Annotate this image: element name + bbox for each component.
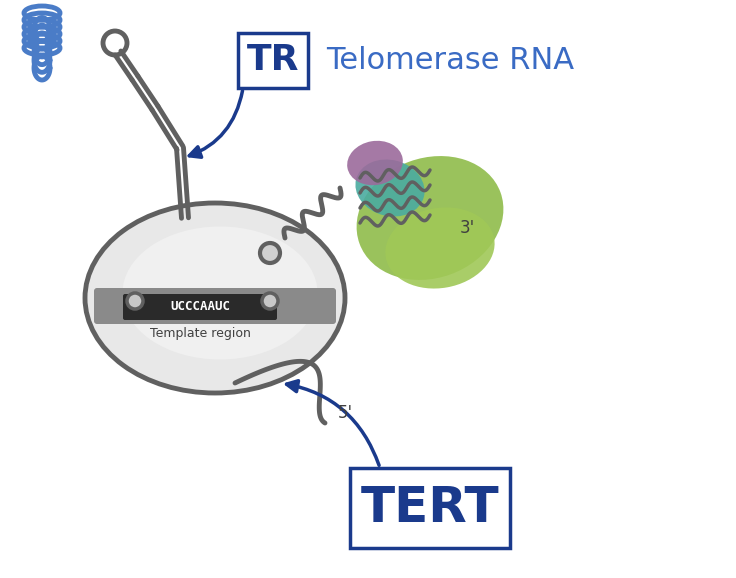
Ellipse shape [85,203,345,393]
Text: 3': 3' [460,219,475,237]
FancyBboxPatch shape [123,294,277,320]
Text: TR: TR [247,43,300,77]
Text: Telomerase RNA: Telomerase RNA [326,46,574,75]
FancyBboxPatch shape [94,288,336,324]
Text: 5': 5' [338,404,353,422]
Ellipse shape [386,208,495,288]
Circle shape [262,293,278,309]
FancyArrowPatch shape [189,91,242,157]
FancyArrowPatch shape [286,381,379,465]
Text: UCCCAAUC: UCCCAAUC [170,301,230,313]
Circle shape [260,243,280,263]
Ellipse shape [122,227,317,360]
Text: Template region: Template region [149,328,250,340]
Ellipse shape [347,141,403,185]
Ellipse shape [357,156,503,280]
FancyBboxPatch shape [350,468,510,548]
FancyBboxPatch shape [238,33,308,88]
Text: TERT: TERT [361,484,499,532]
Ellipse shape [355,160,425,217]
Circle shape [127,293,143,309]
